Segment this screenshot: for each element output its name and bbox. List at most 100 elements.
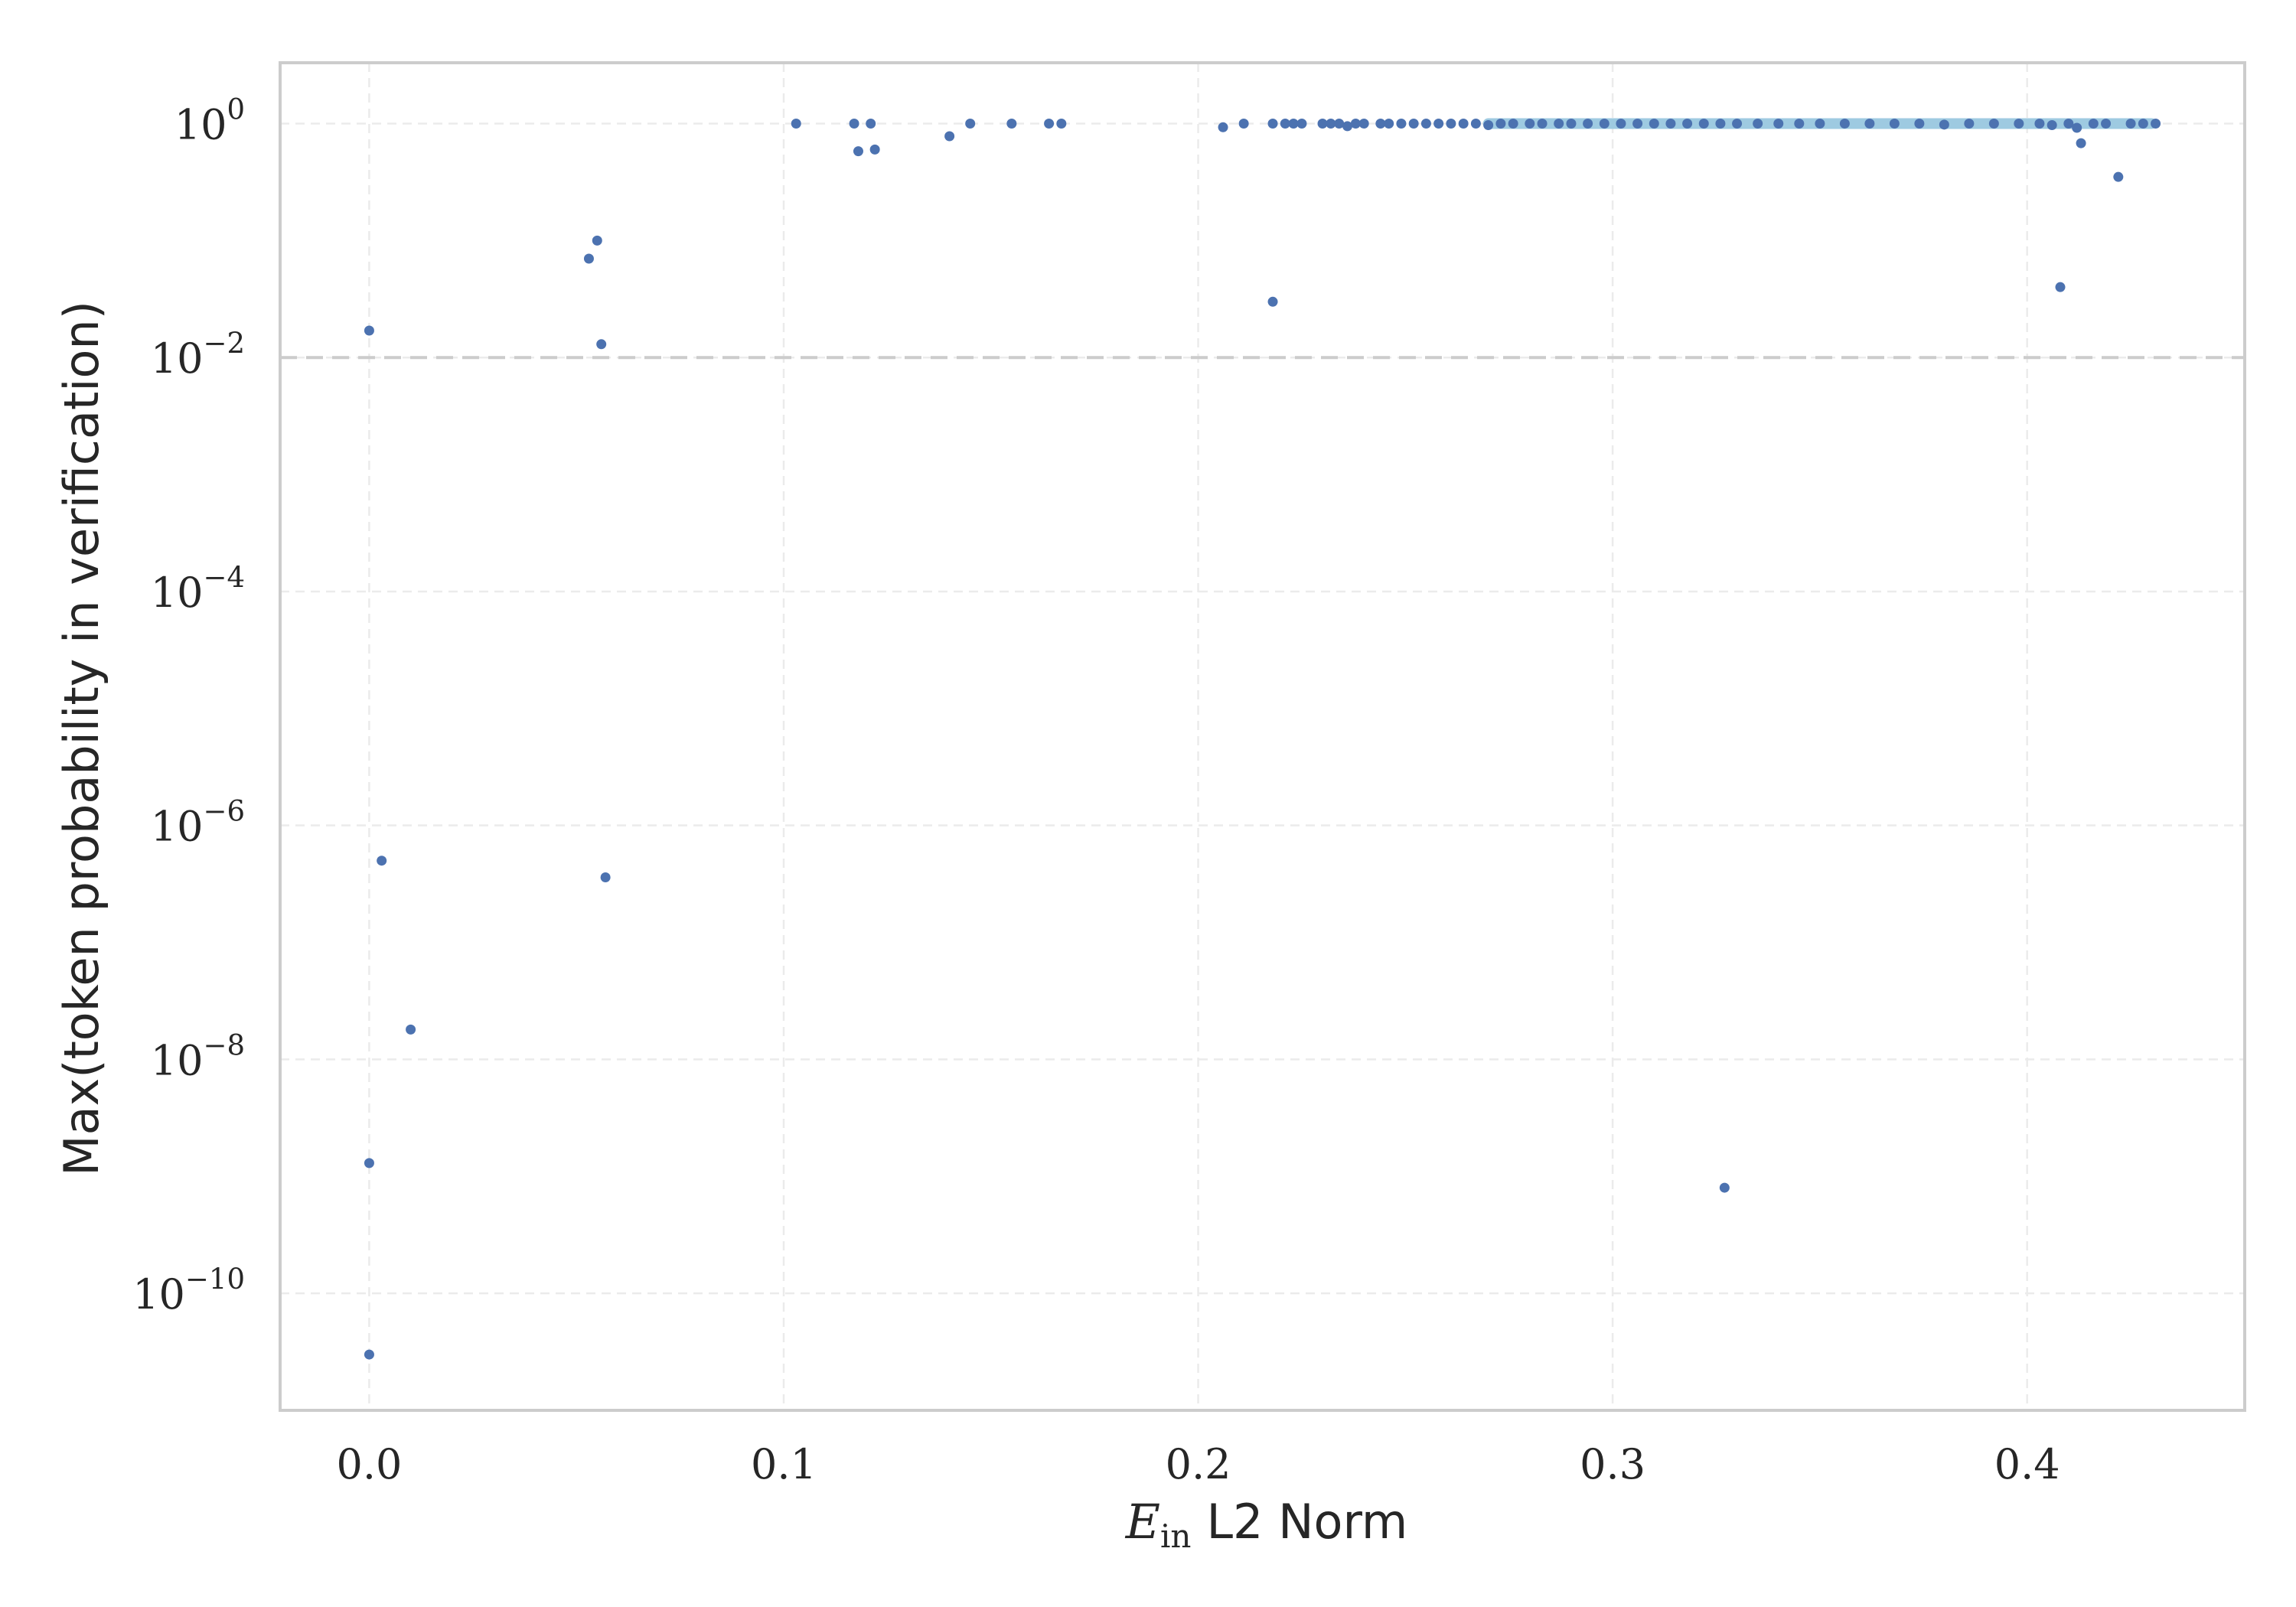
- y-tick-label: 10−10: [132, 1263, 245, 1319]
- x-axis-label-subscript: in: [1160, 1517, 1191, 1555]
- data-point: [600, 872, 611, 883]
- data-point: [1525, 118, 1535, 129]
- data-point: [2063, 118, 2074, 129]
- data-point: [1218, 122, 1228, 132]
- data-point: [1554, 118, 1564, 129]
- data-point: [1433, 118, 1444, 129]
- data-point: [1396, 118, 1407, 129]
- y-tick-label: 10−8: [151, 1028, 245, 1084]
- y-tick-base: 10: [151, 1036, 204, 1084]
- data-points: [364, 118, 2161, 1360]
- data-point: [1682, 118, 1693, 129]
- data-point: [1408, 118, 1419, 129]
- y-tick-exponent: −6: [203, 795, 245, 828]
- data-point: [1350, 118, 1361, 129]
- y-tick-label: 10−4: [151, 561, 245, 617]
- data-point: [1006, 118, 1017, 129]
- data-point: [1470, 118, 1481, 129]
- data-point: [2151, 118, 2161, 129]
- data-point: [1267, 296, 1278, 307]
- y-tick-label: 100: [174, 93, 245, 148]
- x-tick-label: 0.1: [751, 1440, 817, 1488]
- data-point: [965, 118, 976, 129]
- data-point: [1599, 118, 1609, 129]
- data-point: [2014, 118, 2024, 129]
- data-point: [1839, 118, 1850, 129]
- data-point: [2125, 118, 2136, 129]
- x-tick-label: 0.0: [336, 1440, 402, 1488]
- data-point: [1964, 118, 1975, 129]
- data-point: [866, 118, 876, 129]
- data-point: [406, 1024, 416, 1035]
- data-point: [364, 1158, 374, 1169]
- data-point: [2072, 122, 2082, 133]
- x-axis-label: Ein L2 Norm: [1125, 1494, 1408, 1555]
- data-point: [377, 856, 387, 866]
- x-tick-label: 0.3: [1580, 1440, 1645, 1488]
- x-axis-label-text: L2 Norm: [1206, 1494, 1407, 1550]
- data-point: [1375, 118, 1386, 129]
- y-tick-base: 10: [132, 1270, 185, 1319]
- x-tick-label: 0.4: [1994, 1440, 2060, 1488]
- y-tick-base: 10: [151, 334, 204, 383]
- data-point: [1508, 118, 1518, 129]
- data-point: [2076, 138, 2086, 148]
- data-point: [1326, 118, 1336, 129]
- data-point: [1384, 118, 1394, 129]
- y-tick-exponent: 0: [227, 93, 245, 125]
- data-point: [2047, 120, 2057, 131]
- data-point: [1715, 118, 1726, 129]
- data-point: [1583, 118, 1593, 129]
- data-point: [2113, 171, 2124, 182]
- data-point: [1495, 118, 1506, 129]
- data-point: [2034, 118, 2045, 129]
- data-point: [1794, 118, 1805, 129]
- data-point: [791, 118, 801, 129]
- y-tick-base: 10: [151, 803, 204, 851]
- data-point: [592, 235, 602, 246]
- y-tick-exponent: −4: [203, 561, 245, 594]
- y-tick-exponent: −10: [185, 1263, 245, 1296]
- data-point: [1446, 118, 1456, 129]
- data-point: [1864, 118, 1875, 129]
- y-axis-label: Max(token probability in verification): [54, 301, 109, 1176]
- data-point: [1056, 118, 1067, 129]
- data-point: [1649, 118, 1659, 129]
- data-point: [1939, 119, 1949, 130]
- plot-frame: [279, 61, 2246, 1412]
- data-point: [1334, 118, 1345, 129]
- data-point: [2138, 118, 2148, 129]
- data-point: [1238, 118, 1249, 129]
- data-point: [596, 339, 607, 350]
- data-point: [1280, 118, 1290, 129]
- data-point: [2055, 282, 2066, 292]
- data-point: [869, 144, 880, 155]
- y-tick-label: 10−2: [151, 327, 245, 383]
- data-point: [1288, 118, 1299, 129]
- data-point: [1458, 118, 1469, 129]
- data-point: [364, 325, 374, 336]
- data-point: [1537, 118, 1548, 129]
- data-point: [944, 131, 955, 142]
- data-point: [1815, 118, 1825, 129]
- y-tick-exponent: −2: [203, 327, 245, 360]
- data-point: [1988, 118, 1999, 129]
- data-point: [1317, 118, 1328, 129]
- data-point: [1566, 118, 1577, 129]
- data-point: [1698, 118, 1709, 129]
- data-point: [1914, 118, 1925, 129]
- data-point: [1889, 118, 1900, 129]
- data-point: [583, 253, 594, 264]
- x-axis-label-math: E: [1125, 1494, 1160, 1550]
- y-tick-label: 10−6: [151, 795, 245, 851]
- y-tick-base: 10: [151, 569, 204, 617]
- data-point: [1342, 121, 1353, 132]
- data-point: [2088, 118, 2099, 129]
- data-point: [1267, 118, 1278, 129]
- data-point: [853, 146, 863, 157]
- data-point: [1044, 118, 1055, 129]
- data-point: [1358, 118, 1369, 129]
- x-tick-label: 0.2: [1166, 1440, 1231, 1488]
